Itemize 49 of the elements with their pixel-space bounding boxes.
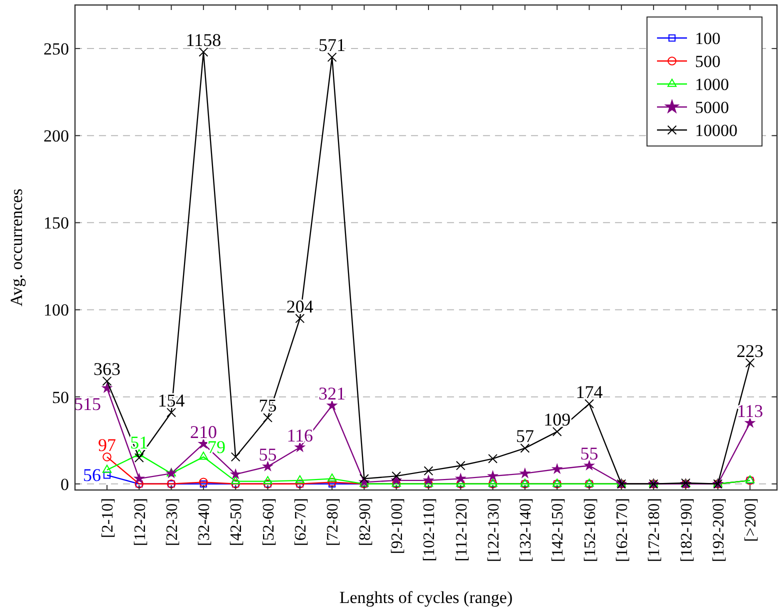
annotation: 57: [516, 426, 534, 446]
annotation: 321: [318, 384, 346, 404]
annotation: 174: [576, 382, 603, 402]
x-tick-label: [52-60]: [260, 498, 278, 546]
legend-label: 1000: [695, 74, 729, 94]
x-tick-label: [2-10]: [100, 498, 117, 538]
x-tick-label: [22-30]: [164, 498, 181, 546]
y-tick-label: 150: [44, 214, 69, 233]
y-tick-label: 200: [44, 126, 69, 146]
annotation: 56: [83, 465, 101, 486]
x-tick-label: [82-90]: [356, 498, 374, 546]
annotation: 515: [74, 394, 101, 414]
x-tick-label: [32-40]: [196, 498, 214, 546]
annotation: 1158: [186, 30, 222, 50]
legend-label: 500: [695, 52, 720, 71]
x-axis-title: Lenghts of cycles (range): [339, 588, 513, 607]
x-tick-label: [172-180]: [646, 498, 664, 562]
annotation: 210: [190, 422, 217, 442]
y-tick-label: 100: [44, 300, 69, 320]
x-tick-label: [102-110]: [421, 498, 438, 562]
annotation: 97: [98, 434, 116, 455]
y-tick-label: 0: [60, 474, 69, 494]
annotation: 113: [736, 400, 764, 421]
x-tick-label: [12-20]: [132, 498, 149, 546]
legend-label: 5000: [695, 98, 729, 117]
x-tick-label: [162-170]: [614, 498, 631, 562]
annotation: 363: [94, 359, 120, 380]
y-tick-label: 50: [52, 388, 69, 407]
x-tick-label: [>200]: [742, 498, 760, 542]
x-tick-label: [182-190]: [678, 498, 696, 562]
y-tick-label: 250: [44, 39, 69, 58]
legend-label: 10000: [695, 120, 738, 140]
x-tick-label: [132-140]: [518, 498, 535, 562]
x-tick-label: [122-130]: [485, 498, 502, 562]
annotation: 55: [258, 444, 277, 464]
x-tick-label: [42-50]: [228, 498, 246, 546]
x-tick-label: [72-80]: [324, 498, 342, 546]
x-tick-label: [62-70]: [292, 498, 310, 546]
x-tick-label: [92-100]: [388, 498, 406, 554]
x-tick-label: [112-120]: [453, 498, 470, 562]
annotation: 55: [580, 444, 598, 464]
x-tick-label: [142-150]: [550, 498, 567, 562]
x-tick-label: [192-200]: [710, 498, 728, 562]
y-axis-title: Avg. occurrences: [7, 188, 26, 306]
annotation: 223: [736, 340, 764, 361]
x-tick-label: [152-160]: [582, 498, 599, 562]
annotation: 571: [318, 35, 346, 56]
legend-label: 100: [695, 28, 720, 48]
annotation: 109: [544, 410, 571, 430]
